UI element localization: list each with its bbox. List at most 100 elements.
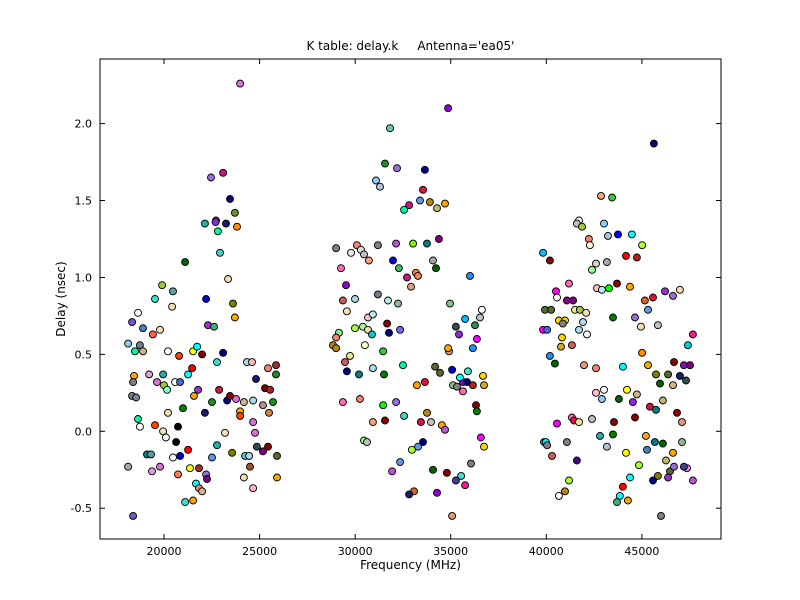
data-point: [379, 401, 388, 410]
data-point: [652, 405, 660, 414]
data-point: [164, 347, 172, 356]
data-point: [420, 165, 429, 174]
data-point: [613, 279, 621, 288]
data-point: [407, 282, 415, 291]
data-point: [578, 222, 586, 231]
data-point: [604, 231, 612, 240]
data-point: [448, 511, 457, 520]
data-point: [368, 364, 377, 373]
data-point: [176, 378, 185, 387]
data-point: [139, 347, 147, 356]
data-point: [159, 370, 168, 379]
data-point: [658, 396, 667, 405]
data-point: [615, 491, 624, 500]
data-point: [175, 351, 184, 360]
data-point: [653, 321, 662, 330]
data-point: [675, 371, 684, 380]
data-point: [414, 271, 422, 280]
data-point: [332, 344, 341, 353]
data-point: [139, 324, 147, 333]
data-point: [129, 511, 138, 520]
data-point: [479, 371, 487, 380]
data-point: [208, 453, 216, 462]
data-point: [396, 325, 405, 334]
data-point: [186, 464, 194, 473]
data-point: [649, 293, 657, 302]
data-point: [433, 488, 441, 497]
data-point: [200, 408, 209, 417]
data-point: [221, 428, 229, 437]
data-point: [266, 385, 275, 394]
data-point: [128, 318, 137, 327]
y-tick-label: 0.5: [75, 348, 93, 361]
data-point: [476, 313, 484, 322]
data-point: [567, 341, 576, 350]
data-point: [259, 447, 267, 456]
data-point: [400, 205, 409, 214]
data-point: [480, 442, 488, 451]
data-point: [379, 347, 388, 356]
data-point: [557, 342, 565, 351]
data-point: [638, 241, 647, 250]
data-point: [597, 191, 605, 200]
data-point: [394, 299, 402, 308]
data-point: [332, 333, 341, 342]
data-point: [190, 391, 198, 400]
data-point: [643, 445, 651, 454]
data-point: [565, 476, 573, 485]
x-tick-label: 40000: [529, 545, 564, 558]
data-point: [132, 393, 141, 402]
data-point: [455, 373, 464, 382]
data-point: [249, 418, 258, 427]
data-point: [198, 350, 207, 359]
data-point: [399, 361, 407, 370]
data-point: [610, 418, 618, 427]
data-point: [597, 395, 606, 403]
data-point: [658, 439, 667, 448]
y-tick-label: 1.5: [75, 195, 93, 208]
data-point: [393, 164, 401, 173]
data-point: [670, 358, 678, 367]
data-point: [433, 204, 441, 213]
data-point: [669, 448, 677, 457]
data-point: [565, 279, 573, 288]
data-point: [600, 219, 608, 228]
data-point: [416, 196, 424, 205]
data-point: [618, 362, 627, 371]
data-point: [423, 408, 431, 417]
data-point: [373, 241, 382, 250]
data-point: [631, 413, 639, 422]
data-point: [342, 367, 351, 376]
data-point: [172, 438, 181, 447]
data-point: [575, 325, 583, 334]
data-point: [561, 487, 569, 496]
data-point: [156, 462, 164, 471]
y-tick-label: -0.5: [71, 502, 92, 515]
data-point: [558, 319, 567, 328]
data-point: [407, 445, 416, 454]
data-point: [548, 451, 556, 460]
data-point: [338, 398, 347, 407]
data-point: [381, 416, 389, 425]
data-point: [670, 462, 678, 471]
data-point: [363, 438, 371, 447]
data-point: [585, 241, 594, 250]
data-point: [135, 341, 144, 350]
data-point: [195, 464, 203, 473]
data-point: [626, 473, 634, 482]
data-point: [614, 395, 623, 403]
data-point: [174, 422, 182, 431]
data-point: [412, 381, 421, 390]
data-point: [236, 411, 245, 420]
data-point: [233, 222, 241, 231]
data-points: [124, 79, 697, 520]
data-point: [602, 442, 611, 451]
data-point: [597, 285, 606, 294]
data-point: [203, 475, 211, 483]
data-point: [596, 431, 604, 440]
data-point: [463, 367, 472, 376]
data-point: [134, 308, 142, 317]
data-point: [675, 285, 684, 294]
data-point: [543, 325, 552, 334]
data-point: [627, 230, 636, 239]
